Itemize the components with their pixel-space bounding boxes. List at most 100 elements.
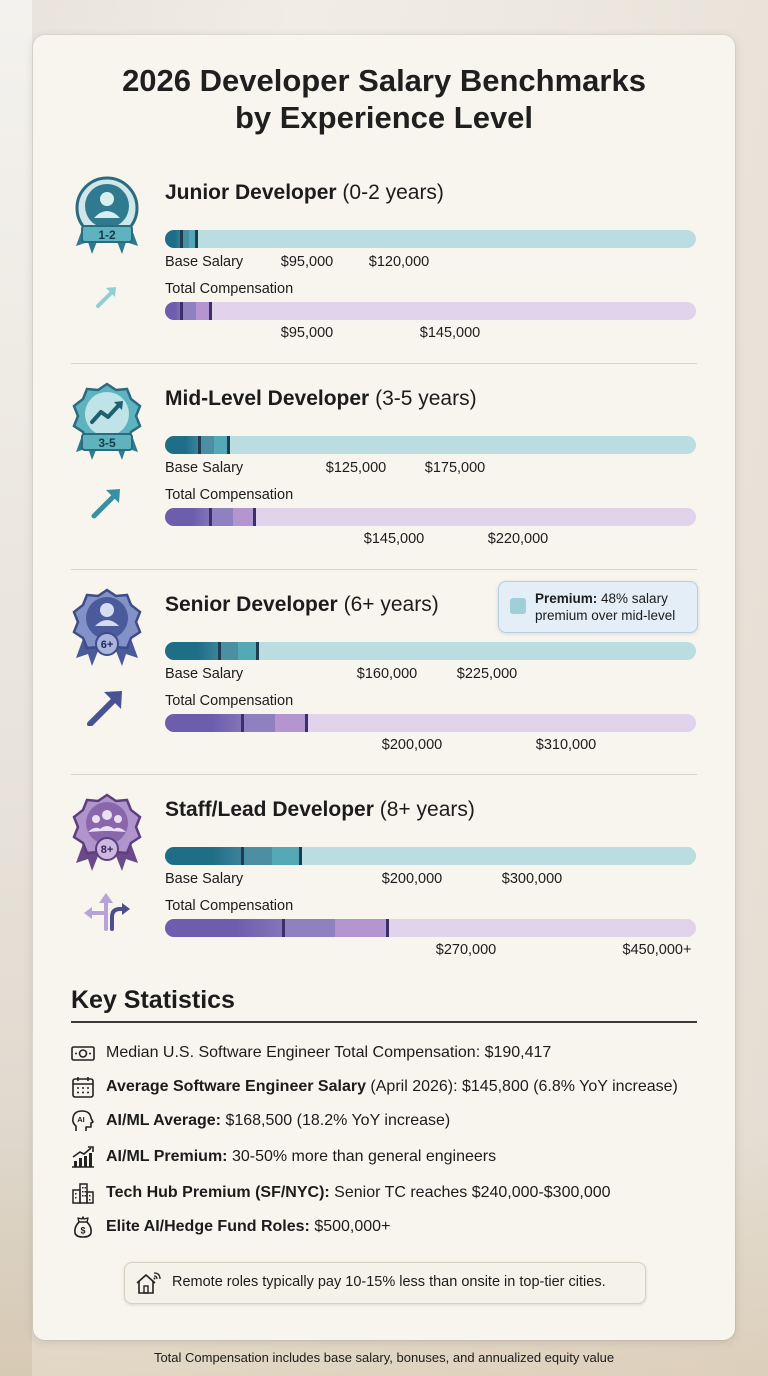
range-tick-mark [304, 714, 308, 732]
stat-bold: Elite AI/Hedge Fund Roles: [106, 1218, 310, 1235]
range-tick-mark [386, 919, 390, 937]
ai-head-icon: AI [72, 1110, 94, 1131]
staff-base-salary-bar [165, 847, 696, 865]
money-icon [71, 1046, 95, 1061]
range-tick-mark [194, 230, 198, 248]
mid-title: Mid-Level Developer (3-5 years) [165, 386, 477, 412]
junior-comp-label: Total Compensation [165, 281, 294, 297]
stat-text: Median U.S. Software Engineer Total Comp… [106, 1040, 551, 1066]
staff-base-low: $200,000 [381, 871, 443, 887]
stat-item: Median U.S. Software Engineer Total Comp… [71, 1040, 711, 1066]
callout-bold: Premium: [535, 591, 598, 606]
senior-comp-low: $200,000 [381, 737, 443, 753]
staff-base-label: Base Salary [165, 871, 244, 887]
section-divider [71, 774, 697, 775]
mid-base-label: Base Salary [165, 460, 244, 476]
stat-item: Average Software Engineer Salary (April … [71, 1074, 711, 1100]
mid-comp-low: $145,000 [363, 531, 425, 547]
stat-body: $168,500 (18.2% YoY increase) [221, 1112, 451, 1129]
bar-segment-range-upper [213, 436, 229, 454]
svg-text:AI: AI [77, 1115, 85, 1124]
stat-body: $500,000+ [309, 1218, 391, 1235]
stat-item: $ Elite AI/Hedge Fund Roles: $500,000+ [71, 1214, 711, 1240]
range-tick-mark [217, 642, 221, 660]
svg-text:3-5: 3-5 [98, 436, 116, 450]
mid-arrow-up-right-icon [91, 489, 120, 519]
page-title: 2026 Developer Salary Benchmarks by Expe… [0, 62, 768, 136]
range-tick-mark [180, 302, 184, 320]
senior-comp-high: $310,000 [535, 737, 597, 753]
level-junior: 1-2 Junior Developer (0-2 years) Base Sa… [60, 176, 710, 366]
mid-base-salary-bar [165, 436, 696, 454]
bar-segment-range-upper [238, 642, 258, 660]
svg-text:$: $ [80, 1226, 85, 1236]
staff-total-comp-bar [165, 919, 696, 937]
mid-total-comp-bar [165, 508, 696, 526]
bar-segment-range-lower [210, 508, 233, 526]
senior-title: Senior Developer (6+ years) [165, 592, 439, 618]
senior-base-label: Base Salary [165, 666, 244, 682]
junior-comp-low: $95,000 [280, 325, 334, 341]
section-divider [71, 569, 697, 570]
remote-note-text: Remote roles typically pay 10-15% less t… [172, 1274, 606, 1290]
mid-base-low: $125,000 [325, 460, 387, 476]
bar-segment-range-lower [242, 847, 272, 865]
senior-name: Senior Developer [165, 593, 338, 616]
bar-segment-range-lower [181, 302, 197, 320]
stat-text: Average Software Engineer Salary (April … [106, 1074, 678, 1100]
bar-segment-range-upper [274, 714, 307, 732]
junior-title: Junior Developer (0-2 years) [165, 180, 444, 206]
level-staff: 8+ Staff/Lead Developer (8+ years) Base … [60, 793, 710, 983]
section-divider [71, 363, 697, 364]
bar-segment-range-upper [271, 847, 301, 865]
staff-comp-low: $270,000 [435, 942, 497, 958]
stat-bold: Tech Hub Premium (SF/NYC): [106, 1184, 330, 1201]
staff-years: (8+ years) [379, 798, 475, 821]
range-tick-mark [281, 919, 285, 937]
callout-color-swatch [510, 598, 526, 614]
growth-chart-icon [72, 1146, 94, 1168]
buildings-icon [72, 1183, 94, 1204]
junior-total-comp-bar [165, 302, 696, 320]
junior-badge-icon: 1-2 [75, 176, 139, 254]
bar-segment-below-range [165, 642, 220, 660]
mid-comp-label: Total Compensation [165, 487, 294, 503]
footer-note: Total Compensation includes base salary,… [153, 1350, 615, 1365]
calendar-icon [72, 1077, 94, 1098]
bar-segment-range-lower [283, 919, 336, 937]
range-tick-mark [255, 642, 259, 660]
range-tick-mark [252, 508, 256, 526]
stat-text: Tech Hub Premium (SF/NYC): Senior TC rea… [106, 1180, 611, 1206]
stat-bold: AI/ML Premium: [106, 1148, 228, 1165]
callout-text: Premium: 48% salary premium over mid-lev… [535, 590, 695, 624]
infographic-card [33, 35, 735, 1340]
bar-segment-range-upper [189, 230, 197, 248]
svg-text:6+: 6+ [101, 639, 114, 651]
bar-segment-range-upper [196, 302, 211, 320]
callout-body: 48% salary premium over mid-level [535, 591, 676, 623]
junior-base-label: Base Salary [165, 254, 244, 270]
range-tick-mark [241, 847, 245, 865]
range-tick-mark [241, 714, 245, 732]
bar-segment-below-range [165, 508, 211, 526]
range-tick-mark [299, 847, 303, 865]
bar-segment-below-range [165, 714, 243, 732]
bar-segment-range-lower [242, 714, 275, 732]
senior-comp-label: Total Compensation [165, 693, 294, 709]
money-bag-icon: $ [74, 1216, 92, 1238]
bar-segment-below-range [165, 302, 182, 320]
stat-body: Senior TC reaches $240,000-$300,000 [329, 1184, 611, 1201]
remote-home-icon [136, 1272, 161, 1294]
junior-comp-high: $145,000 [419, 325, 481, 341]
title-line-1: 2026 Developer Salary Benchmarks [122, 63, 646, 98]
range-tick-mark [197, 436, 201, 454]
premium-callout: Premium: 48% salary premium over mid-lev… [498, 581, 698, 633]
stat-body: 30-50% more than general engineers [227, 1148, 497, 1165]
stat-item: Tech Hub Premium (SF/NYC): Senior TC rea… [71, 1180, 711, 1206]
bar-segment-range-lower [181, 230, 190, 248]
junior-name: Junior Developer [165, 181, 337, 204]
bar-segment-below-range [165, 436, 200, 454]
level-mid: 3-5 Mid-Level Developer (3-5 years) Base… [60, 382, 710, 572]
senior-total-comp-bar [165, 714, 696, 732]
mid-name: Mid-Level Developer [165, 387, 370, 410]
